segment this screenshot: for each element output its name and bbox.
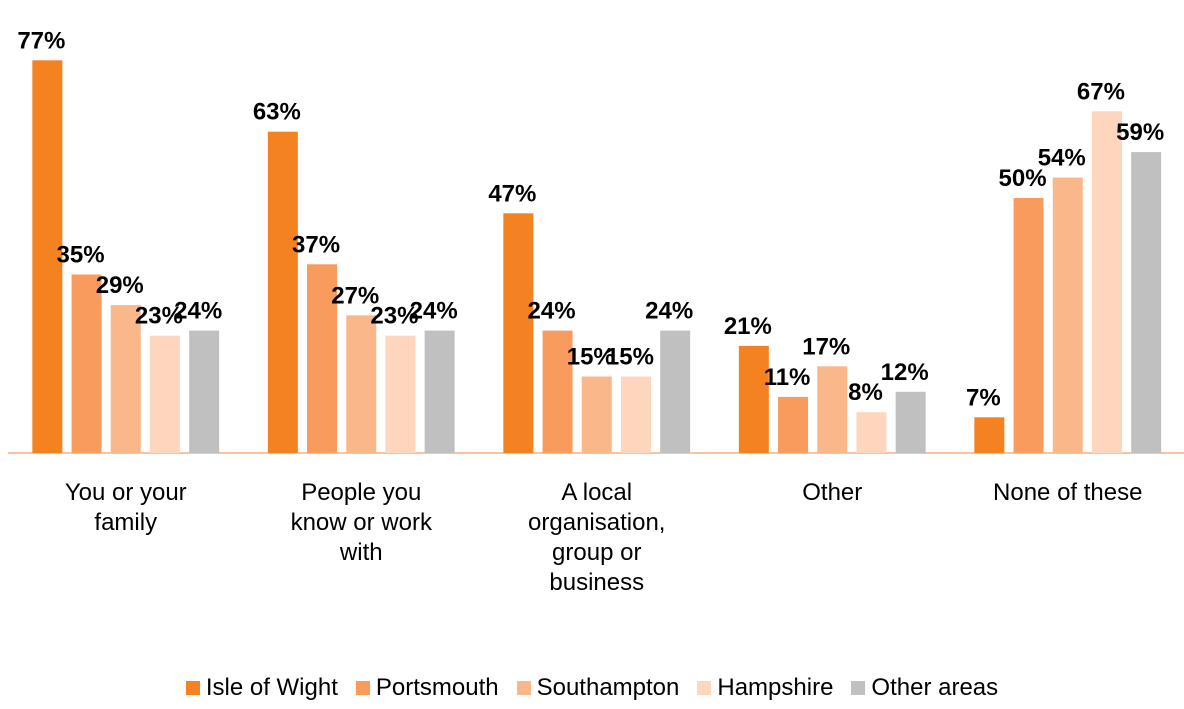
bar [503,213,534,453]
data-label: 24% [410,298,458,325]
data-label: 67% [1077,78,1125,105]
data-label: 24% [645,298,693,325]
legend-item: Other areas [851,674,998,702]
bar [1131,152,1162,453]
bar [110,305,141,453]
x-tick-label: Other [802,479,863,506]
data-label: 35% [57,242,105,269]
bar [738,345,769,453]
bar [307,264,338,453]
x-tick-label: People you know or work with [290,479,432,566]
data-label: 23% [370,303,418,330]
bar [581,376,612,453]
bar [1013,198,1044,453]
legend-swatch [516,681,531,695]
legend-label: Hampshire [717,674,834,701]
bar [149,335,180,453]
bar [817,366,848,453]
bar [660,330,691,453]
legend-swatch [185,681,200,695]
data-label: 27% [331,282,379,309]
legend-swatch [851,681,866,695]
bar [1052,177,1083,453]
legend: Isle of Wight Portsmouth Southampton Hampsh… [0,674,1184,702]
bar [189,330,220,453]
x-tick-label: None of these [993,479,1143,506]
bar [385,335,416,453]
data-label: 77% [17,27,65,54]
legend-label: Southampton [536,674,680,701]
data-label: 54% [1038,145,1086,172]
data-label: 24% [528,298,576,325]
data-label: 11% [764,364,811,391]
legend-swatch [697,681,712,695]
data-label: 21% [724,313,772,340]
data-label: 63% [253,99,301,126]
data-label: 12% [881,359,929,386]
data-label: 15% [567,344,615,371]
legend-label: Isle of Wight [205,674,338,701]
data-label: 17% [802,333,850,360]
data-label: 24% [174,298,222,325]
bar [542,330,573,453]
data-label: 8% [848,379,883,406]
bar [895,391,926,453]
legend-item: Southampton [516,674,680,702]
data-label: 50% [999,165,1047,192]
x-tick-label: You or your family [64,479,187,536]
data-label: 47% [488,180,536,207]
legend-item: Hampshire [697,674,833,702]
bar [424,330,455,453]
data-label: 29% [96,272,144,299]
legend-label: Portsmouth [375,674,499,701]
legend-swatch [355,681,370,695]
bar [856,412,887,453]
bar [346,315,377,453]
data-label: 15% [606,344,654,371]
bar [1091,111,1122,454]
x-tick-label: A local organisation, group or business [528,479,666,596]
legend-item: Isle of Wight [185,674,338,702]
bar [620,376,651,453]
bar [778,396,809,453]
data-label: 37% [292,231,340,258]
bar [71,274,102,453]
bar [974,417,1005,453]
data-label: 59% [1116,119,1164,146]
data-label: 23% [135,303,183,330]
legend-label: Other areas [871,674,999,701]
data-label: 7% [966,384,1001,411]
bar [267,131,298,453]
legend-item: Portsmouth [355,674,499,702]
bar [32,60,63,454]
